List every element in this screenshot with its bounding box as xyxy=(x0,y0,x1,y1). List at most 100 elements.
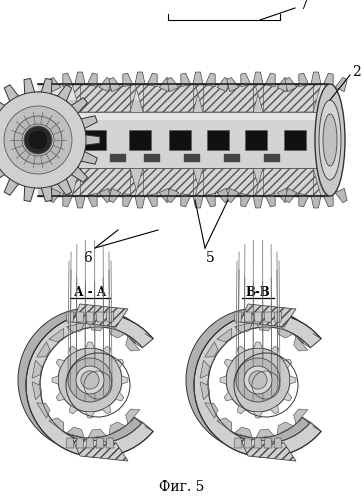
Polygon shape xyxy=(241,193,251,207)
Text: 5: 5 xyxy=(206,251,214,265)
Polygon shape xyxy=(109,77,121,92)
Polygon shape xyxy=(256,322,274,331)
Polygon shape xyxy=(264,438,272,448)
Circle shape xyxy=(22,124,54,156)
Polygon shape xyxy=(195,84,261,112)
Polygon shape xyxy=(241,73,251,87)
Polygon shape xyxy=(195,168,261,196)
Polygon shape xyxy=(254,312,262,322)
Polygon shape xyxy=(277,188,289,203)
Polygon shape xyxy=(270,405,279,414)
Polygon shape xyxy=(274,438,282,448)
Polygon shape xyxy=(159,77,171,92)
Circle shape xyxy=(28,130,48,150)
Polygon shape xyxy=(323,193,333,207)
Polygon shape xyxy=(147,193,157,207)
Polygon shape xyxy=(109,422,125,435)
Circle shape xyxy=(4,106,72,174)
Polygon shape xyxy=(227,77,239,92)
Circle shape xyxy=(68,358,112,402)
Circle shape xyxy=(226,348,290,412)
Polygon shape xyxy=(265,73,275,87)
Polygon shape xyxy=(240,304,296,327)
Polygon shape xyxy=(234,312,242,322)
Polygon shape xyxy=(237,346,246,355)
Polygon shape xyxy=(181,193,191,207)
Polygon shape xyxy=(181,73,191,87)
Polygon shape xyxy=(72,304,128,327)
Polygon shape xyxy=(205,193,215,207)
Polygon shape xyxy=(253,72,263,84)
Polygon shape xyxy=(126,336,140,351)
Polygon shape xyxy=(167,188,179,203)
Text: Фиг. 5: Фиг. 5 xyxy=(159,480,205,494)
Polygon shape xyxy=(217,77,229,92)
Circle shape xyxy=(0,92,86,188)
Polygon shape xyxy=(84,130,106,150)
Polygon shape xyxy=(285,77,297,92)
Polygon shape xyxy=(193,72,203,84)
Polygon shape xyxy=(52,376,58,384)
Polygon shape xyxy=(200,382,210,400)
Polygon shape xyxy=(274,312,282,322)
Polygon shape xyxy=(244,312,252,322)
Polygon shape xyxy=(335,77,347,92)
Polygon shape xyxy=(299,193,309,207)
Polygon shape xyxy=(86,312,94,322)
Polygon shape xyxy=(200,360,210,378)
Polygon shape xyxy=(254,342,262,348)
Polygon shape xyxy=(67,427,84,438)
Polygon shape xyxy=(38,84,328,196)
Polygon shape xyxy=(135,84,201,112)
Polygon shape xyxy=(63,193,73,207)
Polygon shape xyxy=(0,78,100,202)
Text: А - А: А - А xyxy=(74,285,106,298)
Text: 7: 7 xyxy=(300,0,309,12)
Polygon shape xyxy=(284,359,292,368)
Polygon shape xyxy=(32,382,42,400)
Polygon shape xyxy=(159,188,171,203)
Circle shape xyxy=(244,366,272,394)
Polygon shape xyxy=(37,342,50,357)
Circle shape xyxy=(249,371,267,389)
Polygon shape xyxy=(244,438,252,448)
Polygon shape xyxy=(56,359,65,368)
Polygon shape xyxy=(277,422,293,435)
Circle shape xyxy=(76,366,104,394)
Polygon shape xyxy=(102,346,111,355)
Polygon shape xyxy=(256,429,274,438)
Polygon shape xyxy=(311,196,321,208)
Polygon shape xyxy=(227,188,239,203)
Polygon shape xyxy=(224,392,233,401)
Polygon shape xyxy=(265,193,275,207)
Polygon shape xyxy=(75,72,85,84)
Ellipse shape xyxy=(319,100,341,180)
Polygon shape xyxy=(38,112,328,168)
Polygon shape xyxy=(235,322,252,333)
Polygon shape xyxy=(277,77,289,92)
Polygon shape xyxy=(88,429,106,438)
Polygon shape xyxy=(67,322,84,333)
Circle shape xyxy=(14,116,62,164)
Polygon shape xyxy=(99,77,111,92)
Text: 6: 6 xyxy=(84,251,92,265)
Polygon shape xyxy=(220,376,226,384)
Polygon shape xyxy=(205,342,218,357)
Polygon shape xyxy=(76,438,84,448)
Polygon shape xyxy=(49,77,61,92)
Polygon shape xyxy=(270,346,279,355)
Polygon shape xyxy=(264,312,272,322)
Polygon shape xyxy=(87,193,97,207)
Polygon shape xyxy=(255,168,321,196)
Circle shape xyxy=(81,371,99,389)
Polygon shape xyxy=(264,154,280,162)
Polygon shape xyxy=(285,188,297,203)
Polygon shape xyxy=(135,196,145,208)
Polygon shape xyxy=(129,130,151,150)
Polygon shape xyxy=(49,188,61,203)
Wedge shape xyxy=(26,313,153,457)
Polygon shape xyxy=(284,130,306,150)
Polygon shape xyxy=(234,438,242,448)
Polygon shape xyxy=(38,132,328,148)
Polygon shape xyxy=(63,73,73,87)
